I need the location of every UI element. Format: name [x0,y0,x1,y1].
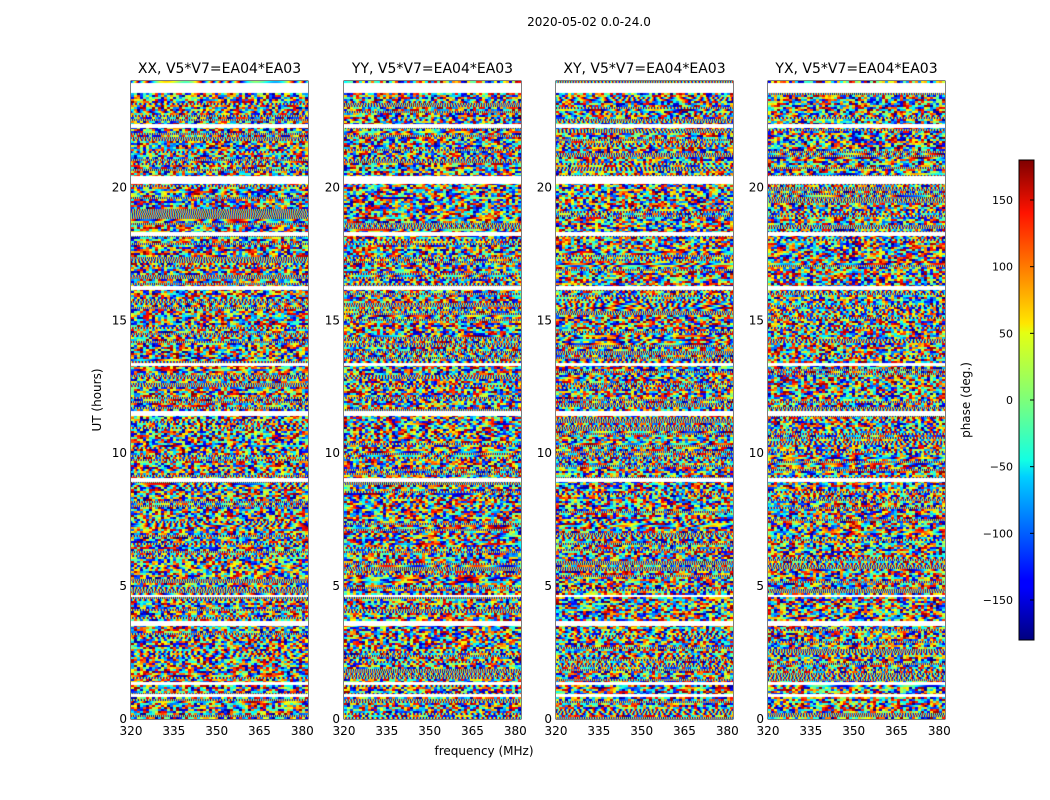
y-tick-label: 10 [749,446,764,460]
colorbar-tick-label: 150 [992,194,1013,207]
phase-heatmap-3 [556,81,733,719]
x-tick-label: 320 [333,724,356,738]
x-tick-label: 320 [120,724,143,738]
x-tick-label: 335 [162,724,185,738]
x-tick-label: 350 [418,724,441,738]
y-tick-label: 5 [332,579,340,593]
x-tick-label: 365 [673,724,696,738]
x-tick-label: 350 [205,724,228,738]
colorbar-tick-label: −50 [990,461,1013,474]
suptitle: 2020-05-02 0.0-24.0 [527,15,651,29]
x-tick-label: 335 [375,724,398,738]
x-tick-label: 320 [545,724,568,738]
x-tick-label: 335 [587,724,610,738]
phase-heatmap-4 [768,81,945,719]
phase-heatmap-2 [344,81,521,719]
colorbar: phase (deg.) 150 100 50 0 −50 −100 −150 [959,159,1035,641]
panel-3: XY, V5*V7=EA04*EA03 320 335 350 365 380 0 5 10 15… [537,61,739,738]
x-tick-label: 365 [885,724,908,738]
x-axis-label: frequency (MHz) [434,744,533,758]
y-tick-label: 15 [537,313,552,327]
y-tick-label: 15 [325,313,340,327]
y-tick-label: 5 [119,579,127,593]
colorbar-tick-label: −100 [983,527,1013,540]
x-tick-label: 380 [716,724,739,738]
panel-1: XX, V5*V7=EA04*EA03 320 335 350 365 380 0 5 10 15… [112,61,314,738]
x-tick-label: 380 [928,724,951,738]
y-tick-label: 20 [537,180,552,194]
y-tick-label: 5 [756,579,764,593]
colorbar-tick-label: −150 [983,594,1013,607]
panel-title: XX, V5*V7=EA04*EA03 [138,61,301,77]
x-tick-label: 350 [630,724,653,738]
x-tick-label: 365 [461,724,484,738]
y-tick-label: 0 [332,712,340,726]
x-tick-label: 320 [757,724,780,738]
y-tick-label: 20 [112,180,127,194]
y-tick-label: 10 [537,446,552,460]
x-tick-label: 365 [248,724,271,738]
phase-heatmap-1 [131,81,308,719]
x-tick-label: 335 [799,724,822,738]
y-tick-label: 15 [749,313,764,327]
y-tick-label: 5 [544,579,552,593]
colorbar-tick-label: 50 [999,327,1013,340]
x-tick-label: 380 [504,724,527,738]
y-tick-label: 0 [544,712,552,726]
y-axis-label: UT (hours) [90,368,104,431]
y-tick-label: 0 [756,712,764,726]
panel-title: XY, V5*V7=EA04*EA03 [563,61,725,77]
y-tick-label: 20 [325,180,340,194]
x-tick-label: 350 [842,724,865,738]
panel-title: YX, V5*V7=EA04*EA03 [774,61,937,77]
y-tick-label: 10 [325,446,340,460]
colorbar-tick-label: 0 [1006,394,1013,407]
y-tick-label: 10 [112,446,127,460]
y-tick-label: 15 [112,313,127,327]
y-tick-label: 0 [119,712,127,726]
panel-title: YY, V5*V7=EA04*EA03 [351,61,513,77]
y-tick-label: 20 [749,180,764,194]
x-tick-label: 380 [291,724,314,738]
colorbar-label: phase (deg.) [959,362,973,438]
colorbar-tick-label: 100 [992,261,1013,274]
